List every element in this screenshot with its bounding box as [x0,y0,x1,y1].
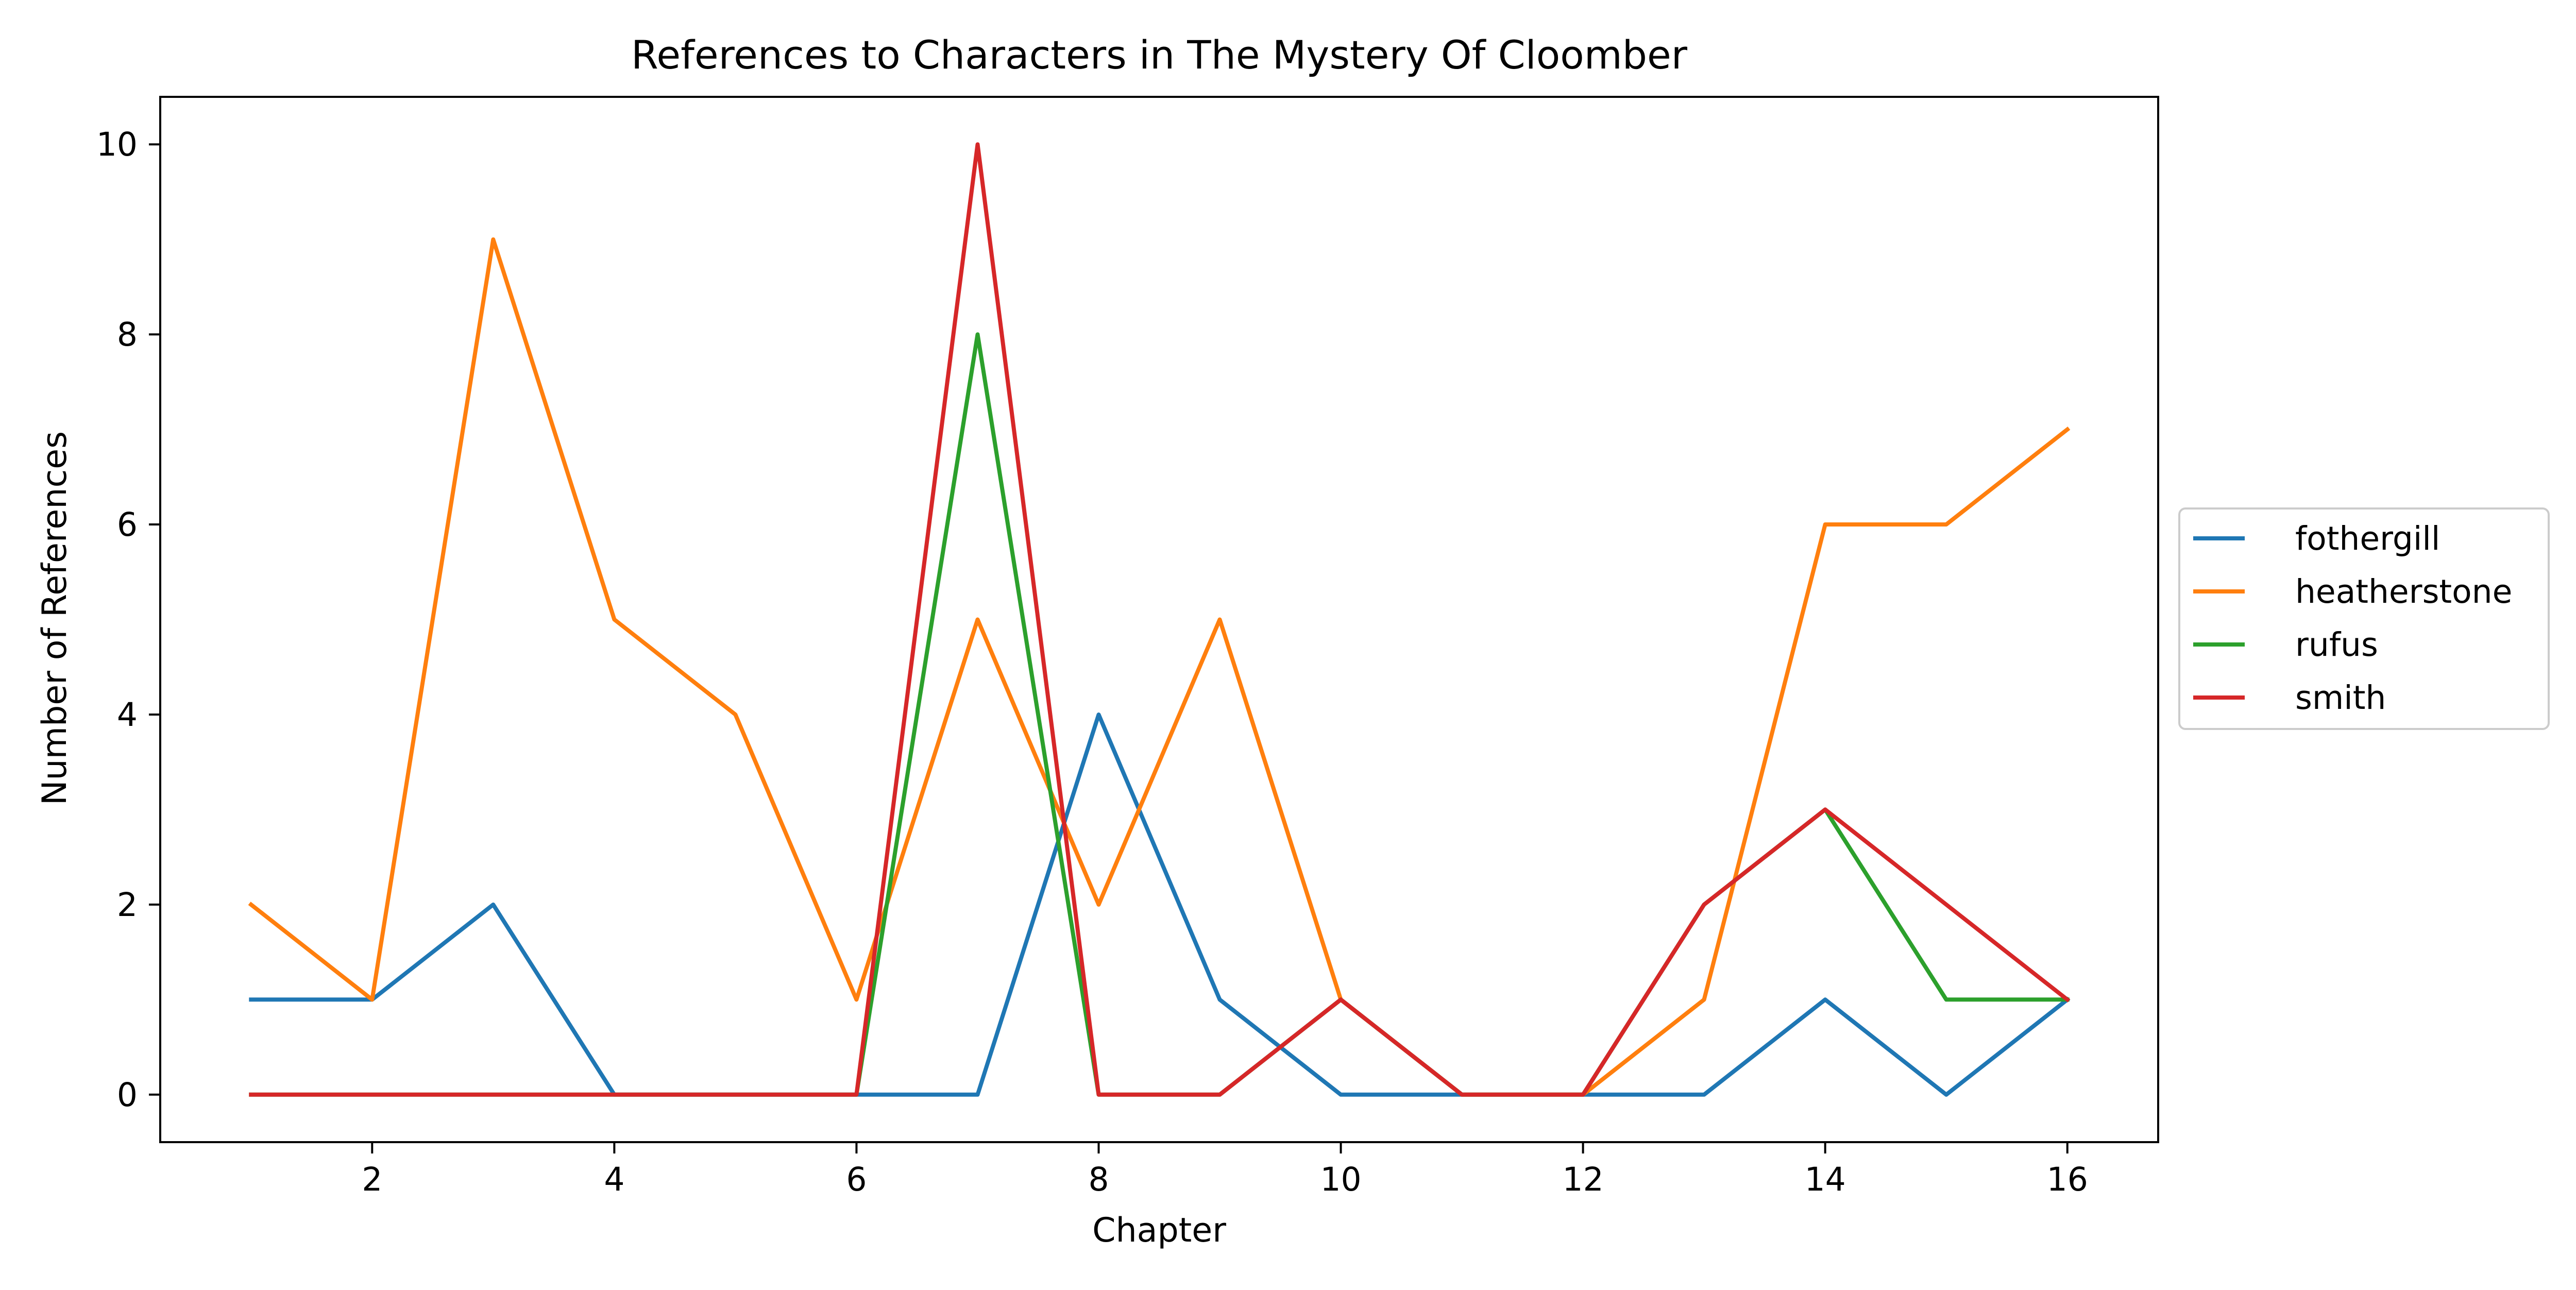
x-tick-label: 16 [2047,1161,2088,1198]
x-tick-label: 2 [362,1161,382,1198]
series-line-heatherstone [248,237,2071,1097]
legend-label-rufus: rufus [2295,626,2378,664]
legend: fothergill heatherstone rufus smith [2178,507,2550,730]
plot-frame [159,96,2159,1143]
series-line-rufus [249,332,2070,1097]
y-tick-label: 4 [117,696,138,734]
series-layer [248,142,2071,1097]
series-line-fothergill [249,712,2071,1097]
y-tick-label: 8 [117,316,138,353]
y-axis-label: Number of References [36,431,74,805]
legend-label-heatherstone: heatherstone [2295,573,2512,610]
x-tick-label: 12 [1563,1161,1604,1198]
x-tick-label: 14 [1805,1161,1846,1198]
chart-title: References to Characters in The Mystery … [631,32,1688,78]
x-tick-label: 4 [604,1161,624,1198]
axis-layer: 2 4 6 8 10 12 14 16 0 2 4 6 8 10 [96,126,2088,1198]
y-tick-label: 0 [117,1076,138,1114]
y-tick-label: 6 [117,506,138,544]
x-tick-label: 6 [846,1161,867,1198]
legend-frame [2178,507,2550,730]
y-tick-label: 2 [117,886,138,924]
x-axis-label: Chapter [1092,1211,1226,1250]
legend-label-fothergill: fothergill [2295,520,2440,557]
legend-label-smith: smith [2295,679,2386,717]
x-tick-label: 8 [1088,1161,1109,1198]
x-tick-label: 10 [1320,1161,1361,1198]
series-line-smith [249,142,2071,1097]
y-tick-label: 10 [96,126,138,163]
